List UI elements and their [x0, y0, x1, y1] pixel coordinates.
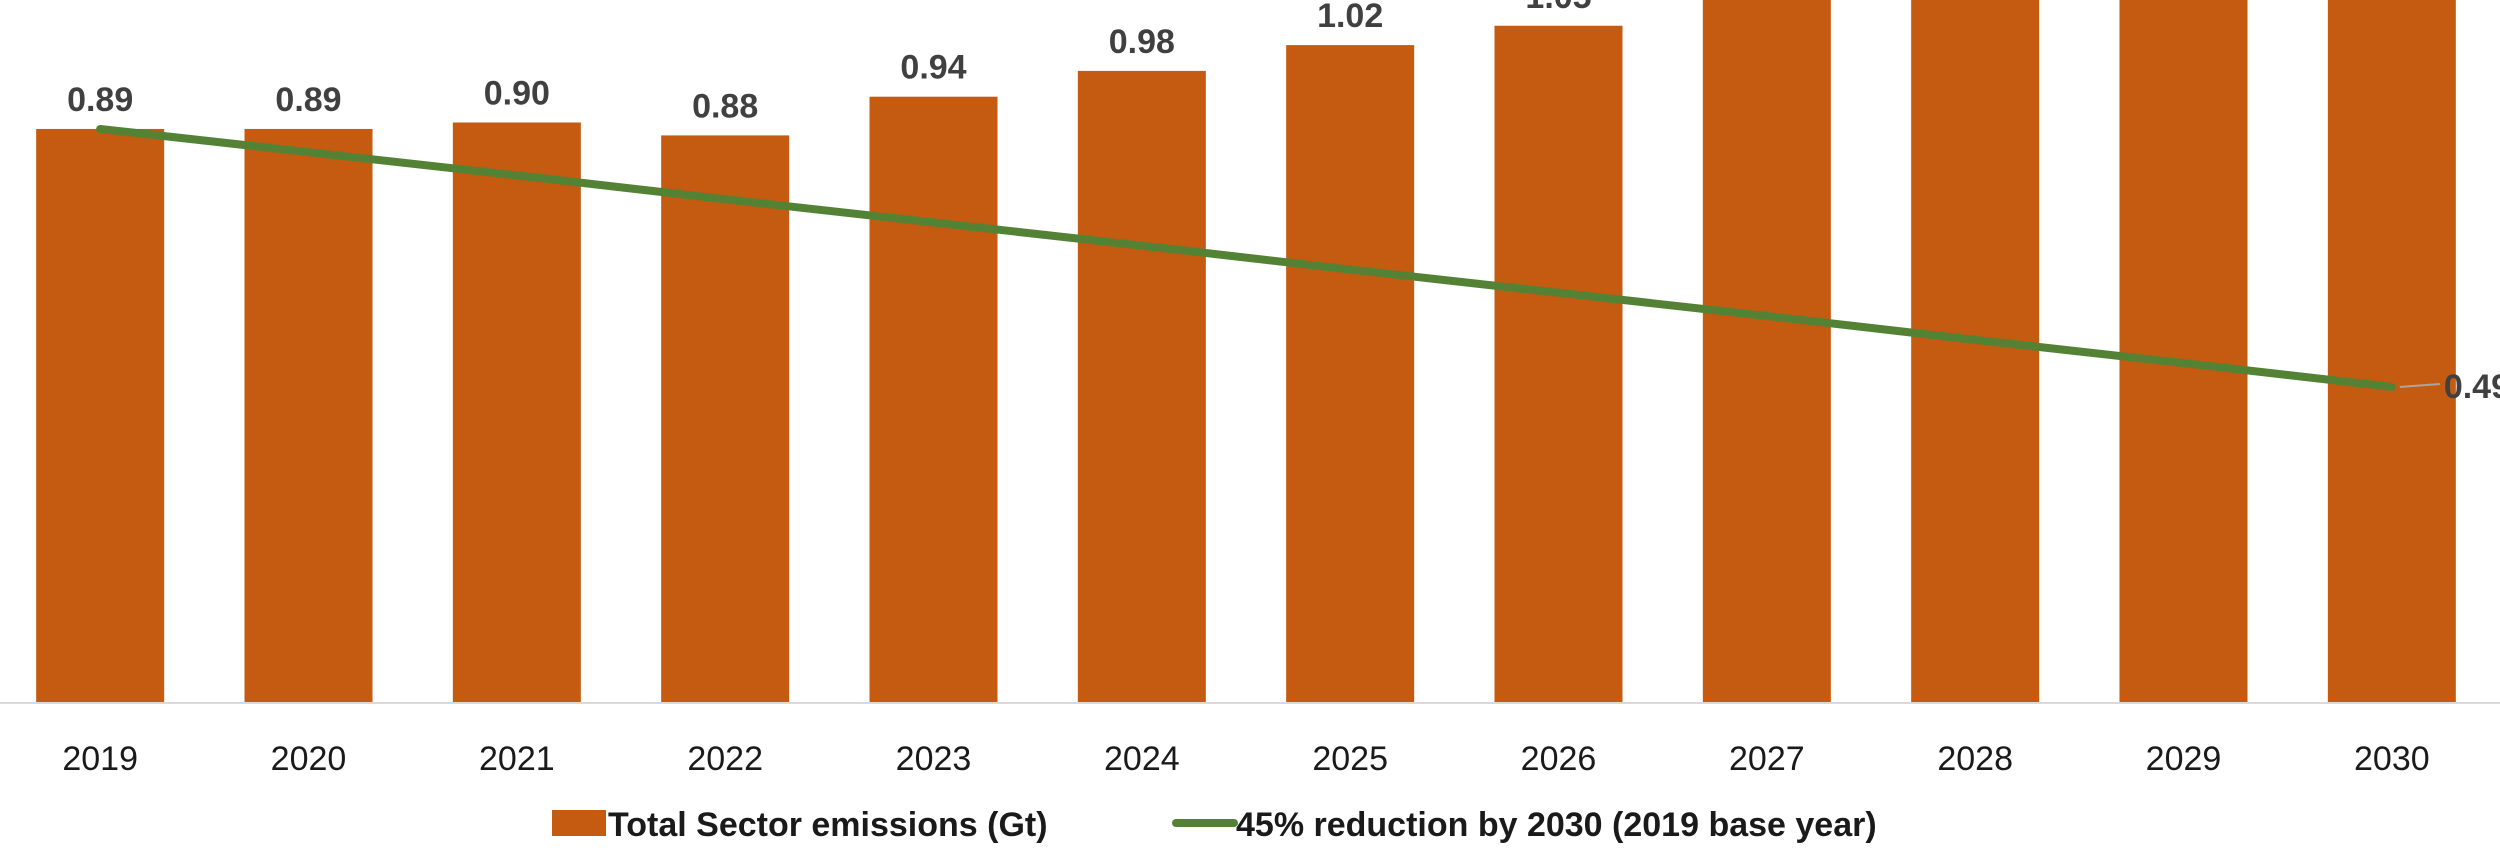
- legend-label-line: 45% reduction by 2030 (2019 base year): [1236, 806, 1877, 844]
- bar-value-label-2025: 1.02: [1317, 0, 1383, 35]
- x-tick-label-2026: 2026: [1521, 740, 1597, 778]
- target-reduction-line: [96, 124, 2396, 391]
- bar-2030: [2327, 0, 2456, 703]
- target-end-value-label: 0.49: [2444, 368, 2500, 406]
- x-tick-label-2027: 2027: [1729, 740, 1805, 778]
- x-tick-label-2024: 2024: [1104, 740, 1180, 778]
- bar-2019: [36, 128, 165, 703]
- x-tick-label-2020: 2020: [271, 740, 347, 778]
- bar-2024: [1077, 70, 1206, 703]
- x-tick-label-2021: 2021: [479, 740, 555, 778]
- bar-2025: [1286, 45, 1415, 704]
- legend-swatch-bar: [552, 810, 606, 836]
- x-tick-label-2023: 2023: [896, 740, 972, 778]
- end-label-leader: [2399, 382, 2440, 388]
- bar-2022: [661, 135, 790, 703]
- target-line-layer: [96, 124, 2440, 391]
- bar-value-label-2023: 0.94: [900, 49, 966, 87]
- bar-2029: [2119, 0, 2248, 703]
- x-tick-label-2025: 2025: [1312, 740, 1388, 778]
- bar-2020: [244, 128, 373, 703]
- bar-value-label-2020: 0.89: [275, 81, 341, 119]
- bar-2026: [1494, 25, 1623, 703]
- x-tick-label-2028: 2028: [1937, 740, 2013, 778]
- bar-2023: [869, 96, 998, 703]
- legend-label-bar: Total Sector emissions (Gt): [608, 806, 1048, 844]
- bar-value-label-2021: 0.90: [484, 75, 550, 113]
- x-tick-label-2030: 2030: [2354, 740, 2430, 778]
- bar-value-label-2026: 1.05: [1525, 0, 1591, 16]
- bar-value-label-2024: 0.98: [1109, 23, 1175, 61]
- bar-2028: [1911, 0, 2040, 703]
- data-labels-layer: 0.890.890.900.880.940.981.021.051.091.14…: [67, 0, 2500, 406]
- x-tick-label-2029: 2029: [2146, 740, 2222, 778]
- x-tick-label-2019: 2019: [62, 740, 138, 778]
- bar-2027: [1702, 0, 1831, 703]
- bars-layer: [36, 0, 2456, 704]
- bar-value-label-2022: 0.88: [692, 87, 758, 125]
- x-tick-labels: 2019 2020 2021 2022 2023 2024 2025 2026 2027 2028…: [62, 740, 2429, 778]
- bar-2021: [452, 122, 581, 703]
- bar-value-label-2019: 0.89: [67, 81, 133, 119]
- x-tick-label-2022: 2022: [687, 740, 763, 778]
- legend: Total Sector emissions (Gt) 45% reductio…: [552, 806, 1877, 844]
